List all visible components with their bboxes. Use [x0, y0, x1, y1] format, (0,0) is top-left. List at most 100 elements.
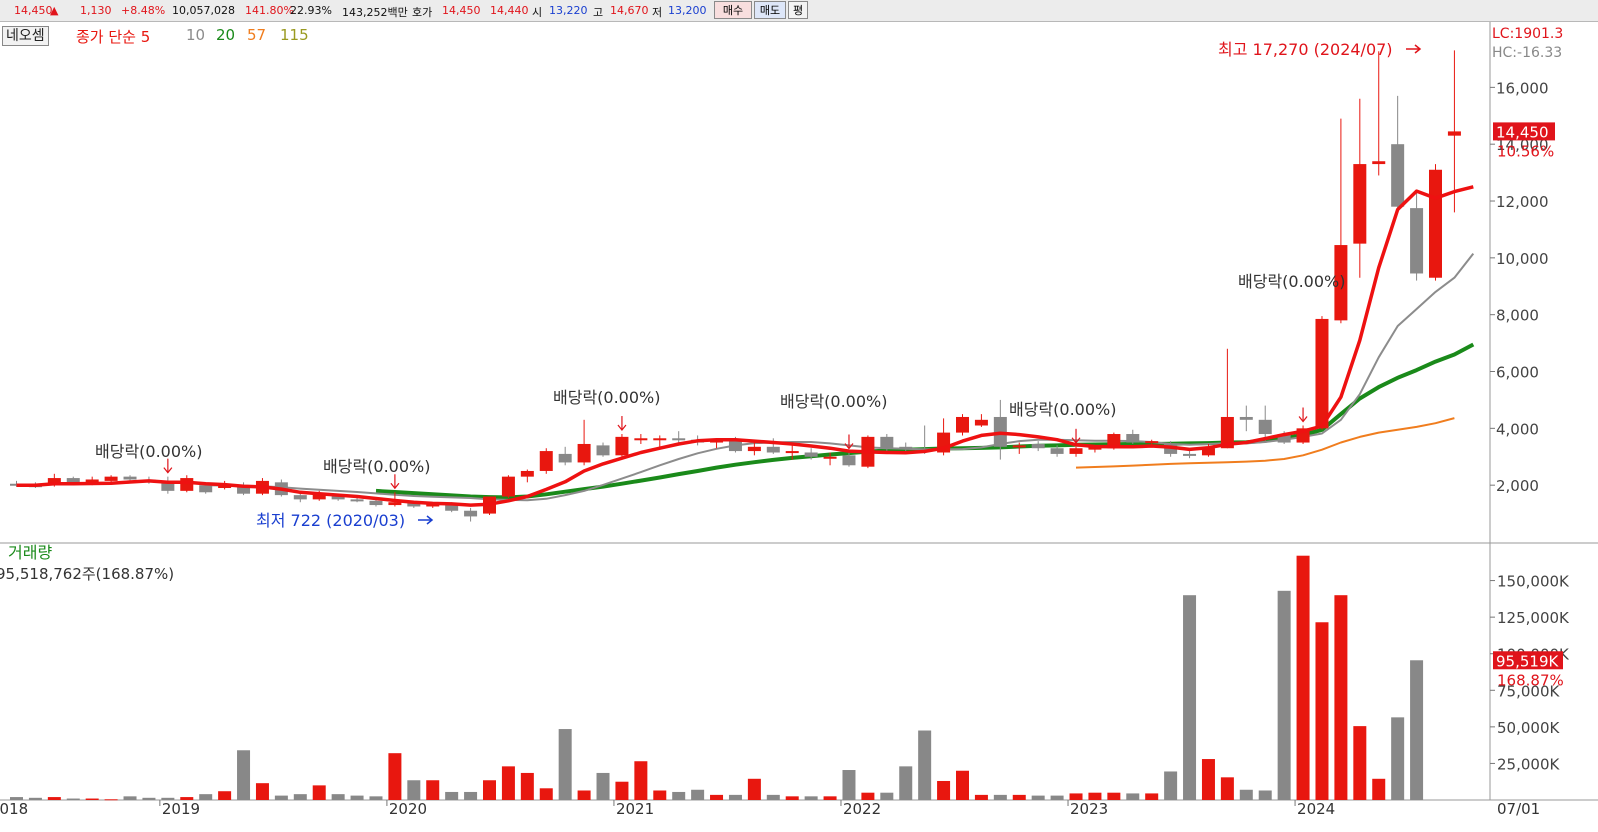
volume-bar [842, 770, 856, 800]
sell-button[interactable]: 매도 [754, 1, 786, 19]
volume-bar [501, 766, 515, 800]
volume-bar [104, 799, 118, 801]
volume-bar [1315, 622, 1329, 800]
candle-body [1145, 441, 1159, 444]
current-price: 14,450 [14, 4, 53, 17]
ex-dividend-arrowhead [1298, 416, 1308, 423]
candle-body [369, 500, 383, 506]
volume-tick-label: 150,000K [1497, 573, 1570, 591]
ex-dividend-arrowhead [617, 424, 627, 431]
price-change-pct: +8.48% [121, 4, 166, 17]
candle-body [974, 419, 988, 426]
volume-bar [691, 789, 705, 800]
candle-body [1447, 131, 1461, 136]
volume-bar [445, 791, 459, 800]
volume-ratio: 141.80% [245, 4, 294, 17]
candle-body [312, 493, 326, 500]
volume-tick-label: 75,000K [1497, 682, 1560, 700]
candle-body [1277, 434, 1291, 443]
ma115-legend: 115 [280, 26, 309, 44]
volume-bar [1107, 792, 1121, 800]
candle-body [293, 495, 307, 500]
year-tick-label: 2020 [389, 800, 427, 818]
volume-bar [539, 788, 553, 800]
low-label: 저 [652, 6, 663, 19]
candle-body [237, 486, 251, 494]
hoga-label: 호가 [412, 6, 433, 19]
volume-tick-label: 25,000K [1497, 755, 1560, 773]
year-tick-label: 2019 [162, 800, 200, 818]
candle-body [104, 476, 118, 481]
price-tick-label: 4,000 [1496, 420, 1539, 438]
candle-body [1164, 443, 1178, 454]
low-arrow [418, 515, 434, 525]
candle-body [1353, 164, 1367, 244]
volume-bar [66, 798, 80, 800]
candle-body [331, 495, 345, 500]
volume-bar [1277, 590, 1291, 800]
candle-body [842, 455, 856, 466]
volume-bar [10, 797, 23, 800]
volume-bar [1164, 771, 1178, 800]
last-volume-box [1493, 651, 1563, 670]
ma10-legend: 10 [186, 26, 206, 44]
volume-bar [218, 791, 232, 800]
volume-bar [766, 794, 780, 800]
candle-body [1391, 144, 1405, 207]
year-tick-label: 2022 [843, 800, 881, 818]
candle-body [634, 438, 648, 441]
volume-bar [520, 772, 534, 800]
ex-dividend-label: 배당락(0.00%) [95, 442, 202, 461]
volume-bar [369, 796, 383, 800]
stock-chart[interactable]: 2,000 4,000 6,000 8,000 10,000 12,000 14,000 16… [0, 22, 1598, 832]
volume-bar [426, 780, 440, 800]
volume-bar [350, 795, 364, 800]
ma57-line [1075, 417, 1455, 469]
volume-bar [1391, 717, 1405, 800]
volume-bar [1353, 726, 1367, 800]
ma10-line [205, 252, 1475, 502]
candle-body [1183, 453, 1197, 456]
high-arrow [1406, 44, 1422, 54]
volume-bar [785, 796, 799, 800]
ma-legend-label: 종가 단순 5 [76, 28, 151, 46]
volume-bar [577, 790, 591, 800]
date-tick-label: 07/01 [1497, 800, 1540, 818]
ma20-line [375, 342, 1475, 500]
volume-bar [180, 797, 194, 800]
candle-body [501, 476, 515, 497]
candle-body [728, 441, 742, 452]
volume-bar [956, 770, 969, 800]
ex-dividend-label: 배당락(0.00%) [553, 388, 660, 407]
year-tick-label: 2021 [616, 800, 654, 818]
eval-button[interactable]: 평 [788, 1, 808, 19]
ma57-legend: 57 [247, 26, 267, 44]
stock-name[interactable]: 네오셈 [2, 26, 49, 46]
volume-bar [123, 796, 137, 800]
high-price: 14,670 [610, 4, 649, 17]
volume-bar [615, 781, 629, 800]
candle-body [407, 502, 421, 507]
candle-body [388, 502, 402, 506]
candle-body [804, 452, 818, 457]
candle-body [1201, 448, 1215, 456]
volume-bar [483, 780, 496, 800]
volume-bar [199, 794, 213, 800]
buy-button[interactable]: 매수 [714, 1, 752, 19]
low-annotation: 최저 722 (2020/03) [256, 511, 405, 530]
volume-bar [1296, 555, 1310, 800]
candle-body [653, 438, 667, 441]
ex-dividend-arrowhead [163, 467, 173, 474]
volume-bar [710, 794, 724, 800]
candle-body [199, 485, 213, 493]
volume-bar [1410, 660, 1424, 800]
volume-bar [804, 796, 818, 800]
candle-body [766, 446, 780, 453]
volume-bar [993, 794, 1007, 800]
ma5-line [16, 185, 1474, 507]
candle-body [615, 436, 629, 456]
volume-bar [47, 797, 61, 800]
price-tick-label: 10,000 [1496, 250, 1549, 268]
last-price-label: 14,450 [1496, 123, 1549, 141]
volume-bar [1069, 793, 1083, 800]
